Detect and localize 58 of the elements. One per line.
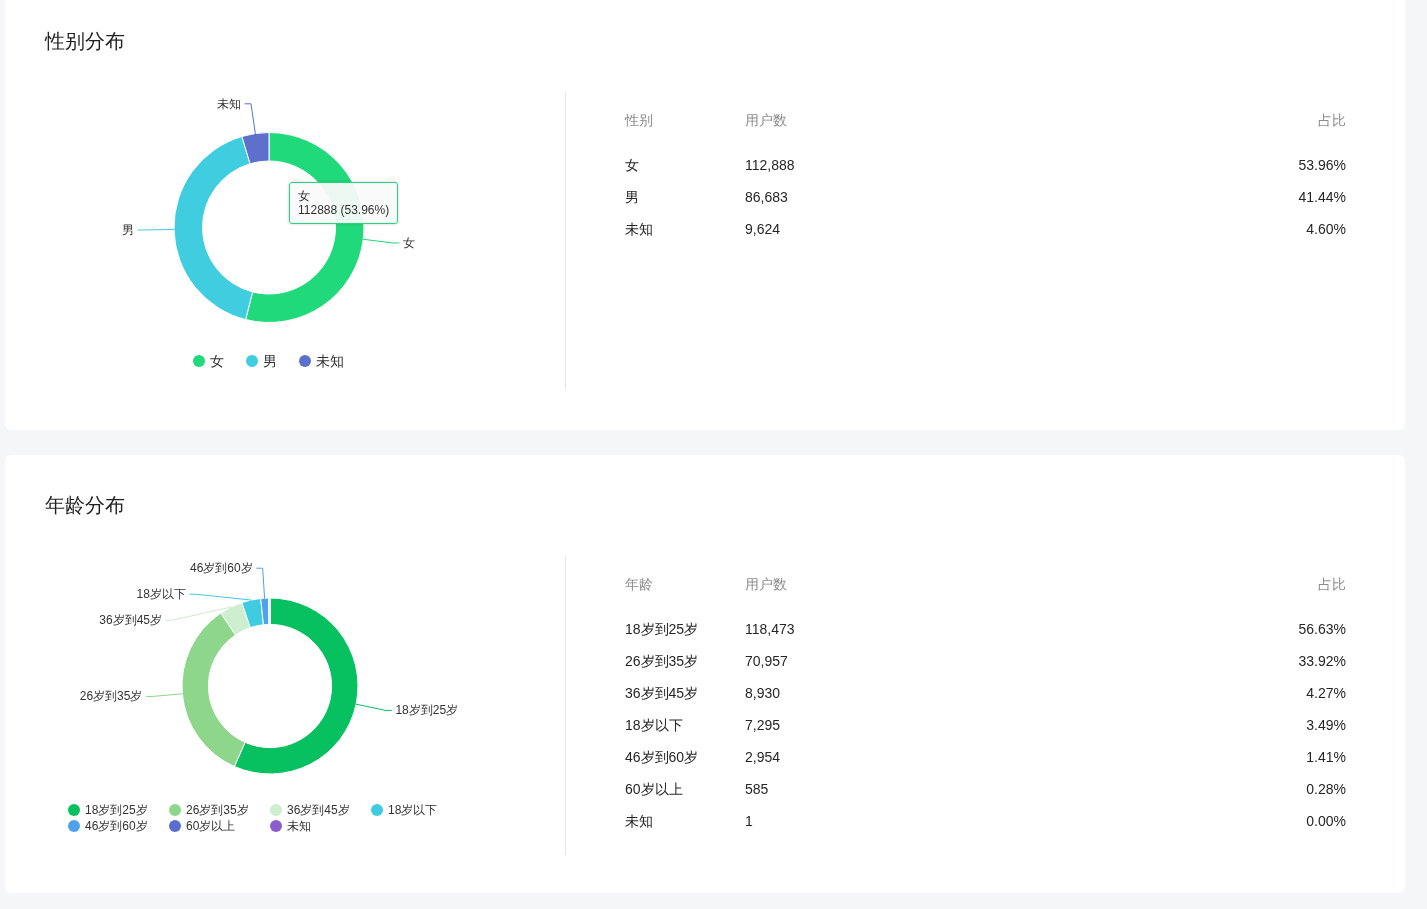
text: 女 [625,156,640,175]
text: 86,683 [745,188,789,207]
legend-label: 46岁到60岁 [85,819,148,833]
text: 未知 [625,812,654,831]
text: 0.00% [1305,812,1346,831]
text: 9,624 [745,220,782,239]
text: 60岁以上 [625,780,684,799]
text: 年龄 [625,575,654,594]
slice-label: 36岁到45岁 [99,613,163,628]
text: 男 [625,188,640,207]
text: 18岁以下 [625,716,684,735]
slice-label: 18岁以下 [136,587,186,602]
text: 8,930 [745,684,782,703]
text: 70,957 [745,652,789,671]
text: 46岁到60岁 [625,748,700,767]
text: 112888 (53.96%) [298,202,390,217]
text: 36岁到45岁 [625,684,700,703]
text: 4.60% [1305,220,1346,239]
text: 2,954 [745,748,782,767]
text: 18岁到25岁 [625,620,700,639]
slice-label: 26岁到35岁 [79,689,143,704]
text: 112,888 [745,156,796,175]
legend-label: 女 [210,353,224,369]
text: 41.44% [1297,188,1346,207]
text: 4.27% [1305,684,1346,703]
legend-label: 18岁以下 [388,803,438,817]
chart-title: 性别分布 [45,29,125,53]
text: 33.92% [1297,652,1346,671]
text: 女 [298,188,311,203]
slice-label: 未知 [217,96,241,111]
text: 53.96% [1297,156,1346,175]
legend-label: 男 [263,353,277,369]
text: 7,295 [745,716,782,735]
text: 用户数 [745,575,788,594]
text: 占比 [1317,111,1346,130]
chart-title: 年龄分布 [45,493,125,517]
text: 1.41% [1305,748,1346,767]
legend-label: 未知 [316,353,344,369]
legend-label: 未知 [287,819,311,833]
slice-label: 男 [122,223,135,238]
text: 3.49% [1305,716,1346,735]
text: 56.63% [1297,620,1346,639]
text: 1 [745,812,754,831]
text: 性别 [625,111,654,130]
text: 118,473 [745,620,796,639]
text: 未知 [625,220,654,239]
text: 26岁到35岁 [625,652,700,671]
text: 用户数 [745,111,788,130]
slice-label: 46岁到60岁 [190,561,253,576]
text: 占比 [1317,575,1346,594]
slice-label: 18岁到25岁 [395,703,459,718]
slice-label: 女 [403,236,416,251]
text: 585 [745,780,770,799]
legend-label: 18岁到25岁 [85,803,148,817]
legend-label: 60岁以上 [186,819,236,833]
text: 0.28% [1305,780,1346,799]
legend-label: 36岁到45岁 [287,803,350,817]
legend-label: 26岁到35岁 [186,803,249,817]
